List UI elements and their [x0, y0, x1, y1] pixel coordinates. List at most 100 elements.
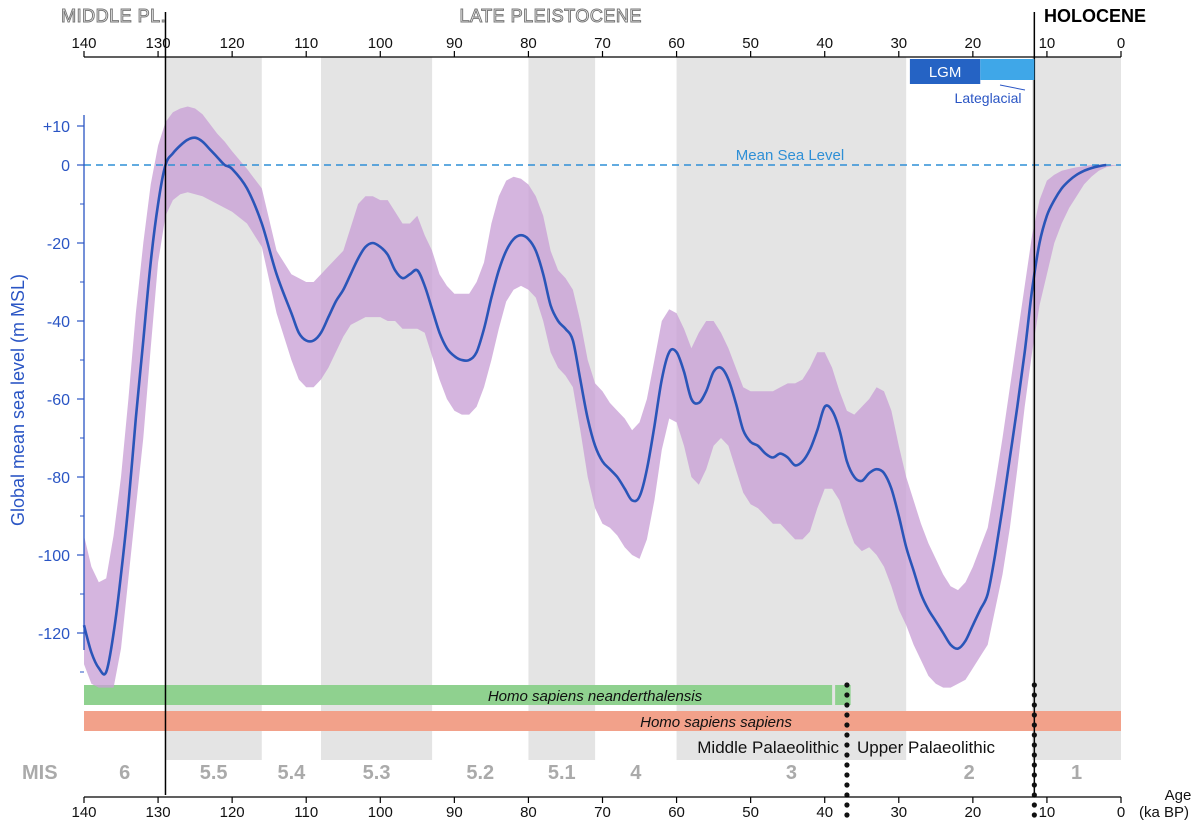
mis-band-1	[1032, 57, 1121, 760]
species-ranges	[84, 685, 1121, 731]
cultural-boundary-dot	[844, 812, 850, 818]
cultural-boundary-dot	[1031, 792, 1037, 798]
cultural-boundary-dot	[844, 692, 850, 698]
y-tick-label: -100	[38, 548, 70, 565]
mis-stage-label: 5.3	[363, 762, 391, 784]
cultural-boundary-dot	[844, 752, 850, 758]
cultural-boundary-dot	[1031, 692, 1037, 698]
cultural-boundary-dot	[1031, 772, 1037, 778]
bottom-tick-label: 90	[446, 804, 463, 821]
mis-stage-label: 5.1	[548, 762, 576, 784]
top-tick-label: 40	[816, 35, 833, 52]
sapiens-label: Homo sapiens sapiens	[640, 714, 792, 731]
cultural-boundary-dot	[844, 762, 850, 768]
cultural-boundary-dot	[1031, 722, 1037, 728]
y-tick-label: 0	[61, 158, 70, 175]
bottom-tick-label: 30	[890, 804, 907, 821]
cultural-boundary-dot	[844, 782, 850, 788]
period-boundaries	[164, 12, 1036, 795]
neanderthal-range-extension	[835, 685, 851, 705]
axes: 1401401301301201201101101001009090808070…	[38, 35, 1125, 821]
cultural-boundary-dot	[844, 732, 850, 738]
cultural-boundary-dot	[844, 722, 850, 728]
bottom-tick-label: 50	[742, 804, 759, 821]
y-tick-label: +10	[43, 119, 70, 136]
period-label: HOLOCENE	[1044, 6, 1146, 26]
y-tick-label: -120	[38, 626, 70, 643]
lateglacial-leader	[999, 84, 1026, 91]
cultural-boundary-dot	[1031, 762, 1037, 768]
sapiens-range-bar	[84, 711, 1121, 731]
cultural-boundary-dot	[844, 682, 850, 688]
top-tick-label: 80	[520, 35, 537, 52]
top-tick-label: 10	[1039, 35, 1056, 52]
y-tick-label: -60	[47, 392, 70, 409]
cultural-boundary-dot	[1031, 742, 1037, 748]
top-tick-label: 20	[965, 35, 982, 52]
mis-stage-label: 1	[1071, 762, 1082, 784]
uncertainty-band	[84, 106, 1121, 688]
cultural-boundaries	[844, 682, 1037, 818]
cultural-boundary-dot	[844, 802, 850, 808]
top-tick-label: 90	[446, 35, 463, 52]
mis-stage-label: 2	[964, 762, 975, 784]
mis-heading: MIS	[22, 762, 58, 784]
annotations: 6 5.5 5.4 5.3 5.2 5.1 4 3 2 1 MIS Homo sapiens nean…	[8, 147, 1191, 821]
mis-stage-label: 6	[119, 762, 130, 784]
mis-stage-label: 5.4	[277, 762, 306, 784]
cultural-boundary-dot	[1031, 812, 1037, 818]
cultural-boundary-dot	[1031, 802, 1037, 808]
top-tick-label: 50	[742, 35, 759, 52]
mis-stage-label: 3	[786, 762, 797, 784]
x-axis-label-unit: (ka BP)	[1139, 804, 1189, 821]
period-label: LATE PLEISTOCENE	[459, 6, 641, 26]
cultural-boundary-dot	[1031, 782, 1037, 788]
lateglacial-label: Lateglacial	[955, 90, 1022, 106]
top-tick-label: 140	[71, 35, 96, 52]
glacial-bar-lgm	[909, 59, 981, 84]
bottom-tick-label: 60	[668, 804, 685, 821]
cultural-boundary-dot	[844, 742, 850, 748]
mean-sea-level-label: Mean Sea Level	[736, 147, 844, 164]
bottom-tick-label: 10	[1039, 804, 1056, 821]
bottom-tick-label: 40	[816, 804, 833, 821]
bottom-tick-label: 120	[220, 804, 245, 821]
sea-level-curve	[82, 136, 1107, 676]
neanderthal-range-bar	[84, 685, 833, 705]
cultural-boundary-dot	[844, 702, 850, 708]
cultural-boundary-dot	[1031, 712, 1037, 718]
period-labels: MIDDLE PL. LATE PLEISTOCENE HOLOCENE	[61, 6, 1146, 27]
y-axis-label: Global mean sea level (m MSL)	[8, 274, 28, 526]
bottom-tick-label: 130	[146, 804, 171, 821]
mis-stage-label: 5.5	[200, 762, 228, 784]
middle-palaeolithic-label: Middle Palaeolithic	[697, 738, 839, 757]
lgm-label: LGM	[929, 64, 962, 81]
bottom-tick-label: 140	[71, 804, 96, 821]
mis-shading-bands	[165, 57, 1121, 760]
upper-palaeolithic-label: Upper Palaeolithic	[857, 738, 995, 757]
cultural-boundary-dot	[844, 712, 850, 718]
uncertainty-band-layer	[84, 106, 1121, 688]
glacial-phase-bars: LGM Lateglacial	[909, 59, 1035, 106]
cultural-boundary-dot	[844, 772, 850, 778]
mis-stage-label: 5.2	[466, 762, 494, 784]
mis-stage-label: 4	[630, 762, 642, 784]
top-tick-label: 130	[146, 35, 171, 52]
cultural-boundary-dot	[844, 792, 850, 798]
glacial-bar-lateglacial	[980, 59, 1035, 80]
period-label: MIDDLE PL.	[61, 6, 166, 26]
mis-band-5-3	[321, 57, 433, 760]
cultural-boundary-dot	[1031, 702, 1037, 708]
cultural-boundary-dot	[1031, 682, 1037, 688]
top-tick-label: 60	[668, 35, 685, 52]
top-tick-label: 120	[220, 35, 245, 52]
sea-level-curve-layer	[82, 136, 1107, 676]
bottom-tick-label: 20	[965, 804, 982, 821]
x-axis-label-age: Age	[1165, 787, 1192, 804]
cultural-boundary-dot	[1031, 752, 1037, 758]
cultural-boundary-dot	[1031, 732, 1037, 738]
y-tick-label: -80	[47, 470, 70, 487]
bottom-tick-label: 80	[520, 804, 537, 821]
top-tick-label: 110	[294, 35, 318, 52]
